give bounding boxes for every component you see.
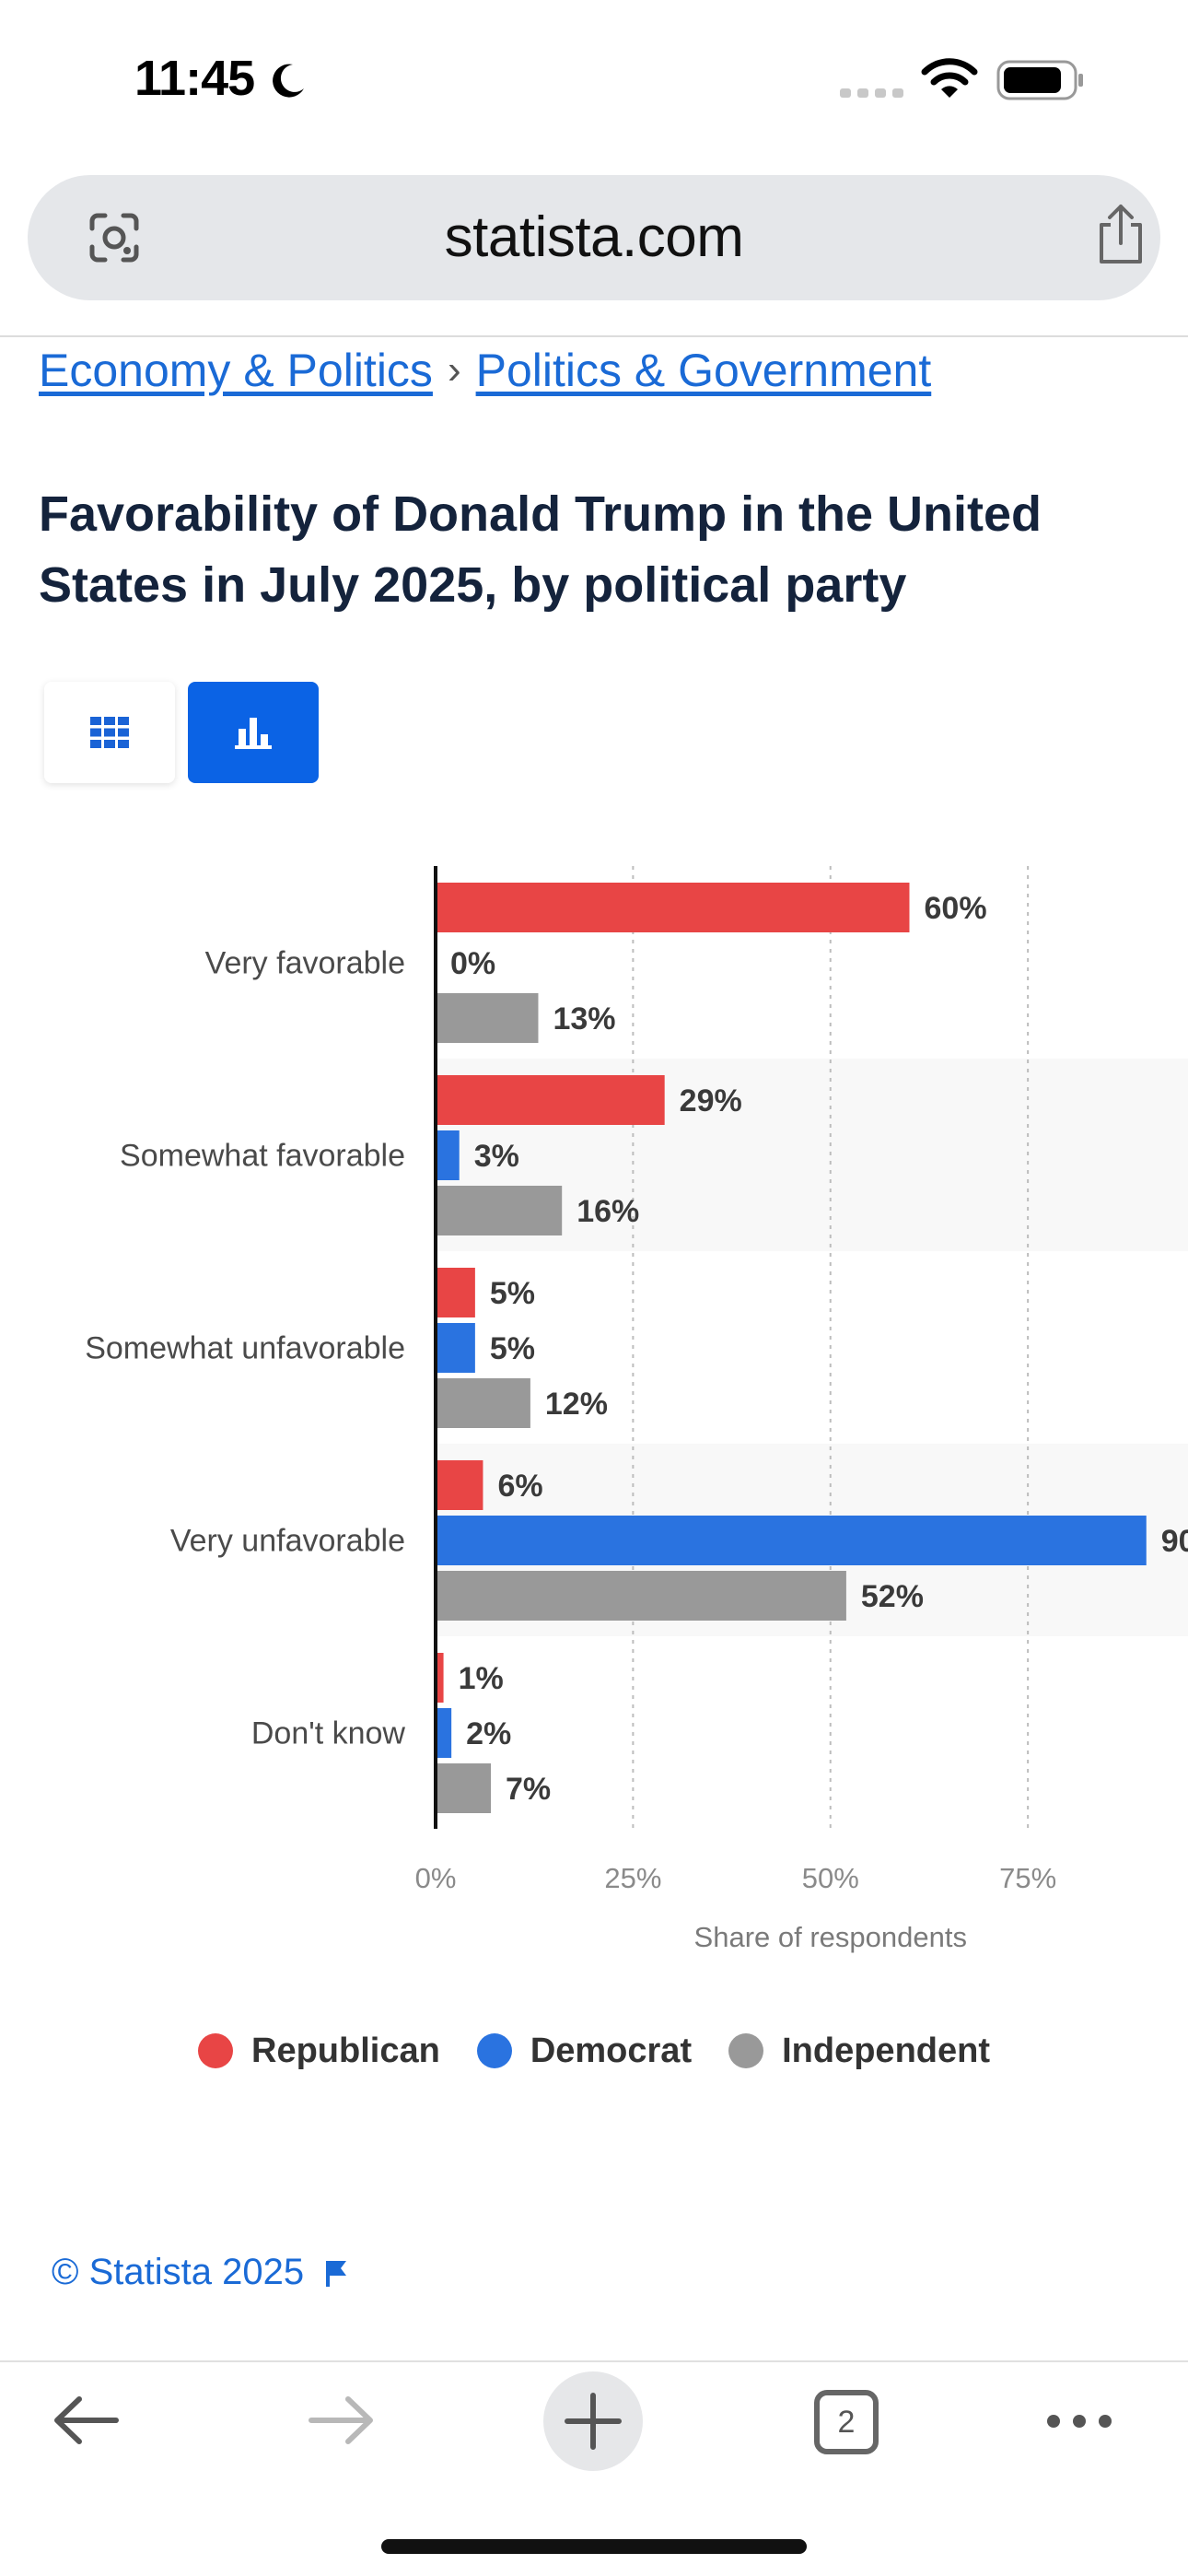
x-axis-title: Share of respondents [694, 1921, 967, 1953]
breadcrumb: Economy & Politics › Politics & Governme… [39, 343, 931, 398]
statista-copyright-link[interactable]: © Statista 2025 [52, 2252, 348, 2293]
table-view-button[interactable] [44, 682, 175, 783]
chart-legend: Republican Democrat Independent [0, 2023, 1188, 2078]
wifi-icon [921, 58, 978, 98]
bar-independent [436, 993, 539, 1043]
category-label: Somewhat favorable [120, 1139, 405, 1174]
bar-value-label: 5% [490, 1276, 535, 1311]
page-title: Favorability of Donald Trump in the Unit… [39, 479, 1162, 621]
bar-republican [436, 1653, 444, 1703]
bar-value-label: 0% [450, 946, 495, 981]
bar-value-label: 13% [553, 1001, 615, 1036]
breadcrumb-separator: › [447, 347, 461, 392]
page-title-line-2: States in July 2025, by political party [39, 557, 907, 613]
back-arrow-icon[interactable] [52, 2392, 122, 2449]
bar-value-label: 2% [466, 1716, 511, 1751]
bar-value-label: 29% [680, 1083, 742, 1118]
bar-democrat [436, 1516, 1147, 1565]
x-tick-label: 75% [999, 1862, 1056, 1894]
bar-republican [436, 1075, 665, 1125]
home-indicator [381, 2539, 807, 2554]
plus-icon [565, 2393, 622, 2450]
flag-icon [326, 2260, 347, 2287]
bar-democrat [436, 1130, 460, 1180]
breadcrumb-economy-politics[interactable]: Economy & Politics [39, 345, 433, 396]
battery-icon [996, 60, 1083, 100]
chart-view-button[interactable] [188, 682, 319, 783]
share-icon[interactable] [1094, 201, 1147, 267]
page-title-line-1: Favorability of Donald Trump in the Unit… [39, 486, 1042, 542]
legend-label-democrat: Democrat [530, 2031, 693, 2070]
grid-icon [90, 717, 129, 748]
bar-value-label: 7% [506, 1772, 551, 1807]
header-divider [0, 335, 1188, 337]
bar-republican [436, 1460, 483, 1510]
tab-count: 2 [837, 2404, 856, 2440]
bar-value-label: 6% [497, 1469, 542, 1504]
bar-republican [436, 883, 910, 932]
bar-independent [436, 1571, 846, 1621]
bar-chart-icon [235, 718, 272, 749]
status-time: 11:45 [134, 51, 255, 106]
legend-label-independent: Independent [782, 2031, 990, 2070]
legend-dot-republican [198, 2033, 233, 2068]
x-tick-label: 50% [802, 1862, 859, 1894]
legend-item-independent[interactable]: Independent [728, 2032, 990, 2071]
breadcrumb-politics-government[interactable]: Politics & Government [475, 345, 932, 396]
category-label: Somewhat unfavorable [85, 1331, 405, 1366]
legend-item-democrat[interactable]: Democrat [476, 2031, 693, 2071]
bar-value-label: 5% [490, 1331, 535, 1366]
moon-icon [273, 64, 304, 98]
bar-value-label: 1% [459, 1661, 504, 1696]
bar-value-label: 60% [925, 891, 987, 926]
bar-republican [436, 1268, 475, 1317]
bar-independent [436, 1763, 492, 1813]
bar-democrat [436, 1708, 452, 1758]
new-tab-button[interactable] [543, 2371, 643, 2471]
toolbar-divider [0, 2360, 1188, 2362]
bar-independent [436, 1186, 563, 1235]
bar-value-label: 90 [1161, 1524, 1188, 1559]
legend-item-republican[interactable]: Republican [198, 2032, 440, 2071]
legend-dot-independent [728, 2033, 764, 2068]
category-label: Very favorable [205, 946, 405, 981]
bar-chart: 60% 0% 13% Very favorable 29% 3% 16% Somewhat f… [85, 866, 1188, 1953]
address-bar[interactable]: statista.com [28, 175, 1160, 300]
bar-independent [436, 1378, 530, 1428]
bar-value-label: 3% [474, 1139, 519, 1174]
cellular-signal-icon [840, 88, 903, 98]
more-icon[interactable] [1044, 2412, 1114, 2430]
bar-value-label: 16% [577, 1194, 639, 1229]
tabs-button[interactable]: 2 [814, 2390, 879, 2454]
bar-democrat [436, 1323, 475, 1373]
forward-arrow-icon[interactable] [306, 2392, 376, 2449]
category-label: Don't know [251, 1716, 406, 1751]
x-tick-label: 25% [604, 1862, 661, 1894]
bar-value-label: 52% [861, 1579, 924, 1614]
bar-value-label: 12% [545, 1387, 608, 1422]
x-tick-label: 0% [415, 1862, 457, 1894]
legend-label-republican: Republican [251, 2031, 440, 2070]
legend-dot-democrat [476, 2033, 512, 2068]
category-label: Very unfavorable [170, 1524, 405, 1559]
copyright-text: © Statista 2025 [52, 2252, 305, 2292]
visual-search-icon[interactable] [85, 208, 144, 267]
url-text[interactable]: statista.com [444, 205, 744, 269]
